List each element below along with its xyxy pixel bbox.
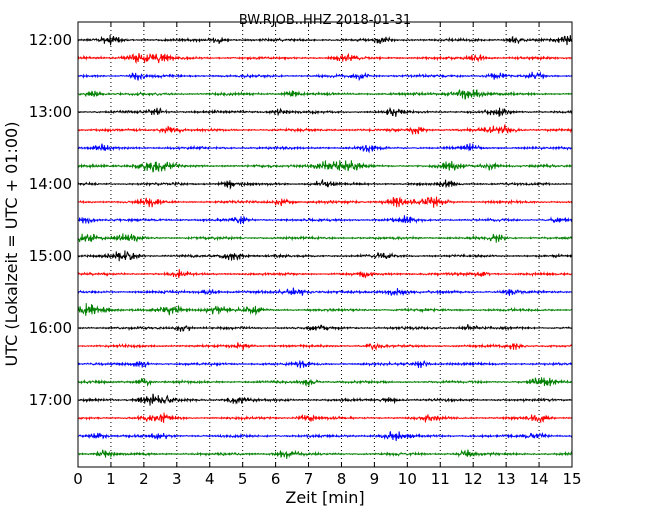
trace-line (77, 287, 573, 297)
trace-line (77, 35, 573, 46)
trace-line (77, 52, 573, 65)
x-tick-label: 10 (398, 470, 417, 488)
trace-line (77, 179, 573, 190)
x-tick-label: 6 (271, 470, 281, 488)
trace-line (77, 123, 573, 136)
trace-line (77, 412, 573, 424)
x-tick-label: 7 (304, 470, 314, 488)
x-tick-label: 9 (370, 470, 380, 488)
trace-line (77, 359, 573, 369)
trace-line (77, 431, 573, 442)
x-tick-label: 11 (431, 470, 450, 488)
trace-line (77, 269, 573, 279)
x-tick-label: 14 (530, 470, 549, 488)
y-tick-label: 15:00 (29, 247, 72, 265)
trace-line (77, 303, 573, 316)
y-tick-label: 12:00 (29, 31, 72, 49)
x-tick-label: 8 (337, 470, 347, 488)
trace-group (77, 35, 573, 459)
y-tick-label: 17:00 (29, 391, 72, 409)
trace-line (77, 393, 573, 406)
trace-line (77, 70, 573, 82)
x-tick-label: 1 (106, 470, 116, 488)
trace-line (77, 106, 573, 117)
y-tick-label: 16:00 (29, 319, 72, 337)
x-tick-label: 4 (205, 470, 215, 488)
x-tick-label: 2 (139, 470, 149, 488)
trace-line (77, 160, 573, 173)
y-tick-label: 14:00 (29, 175, 72, 193)
trace-line (77, 250, 573, 262)
y-axis: 12:00 13:00 14:00 15:00 16:00 17:00 (29, 31, 572, 409)
trace-line (77, 342, 573, 351)
x-tick-label: 13 (497, 470, 516, 488)
x-tick-label: 12 (464, 470, 483, 488)
x-axis-label: Zeit [min] (285, 488, 364, 507)
x-tick-label: 5 (238, 470, 248, 488)
chart-title: BW.RJOB..HHZ 2018-01-31 (239, 13, 411, 28)
trace-line (77, 143, 573, 154)
x-axis: 0 1 2 3 4 5 6 7 8 9 10 11 12 13 14 15 (73, 22, 582, 488)
trace-line (77, 449, 573, 459)
trace-line (77, 215, 573, 225)
trace-line (77, 196, 573, 208)
trace-line (77, 89, 573, 100)
y-tick-label: 13:00 (29, 103, 72, 121)
trace-line (77, 324, 573, 332)
trace-line (77, 377, 573, 387)
y-axis-label: UTC (Lokalzeit = UTC + 01:00) (2, 122, 21, 367)
plot-frame (77, 21, 573, 468)
x-tick-label: 0 (73, 470, 83, 488)
trace-line (77, 233, 573, 243)
x-tick-label: 15 (562, 470, 581, 488)
x-tick-label: 3 (172, 470, 182, 488)
